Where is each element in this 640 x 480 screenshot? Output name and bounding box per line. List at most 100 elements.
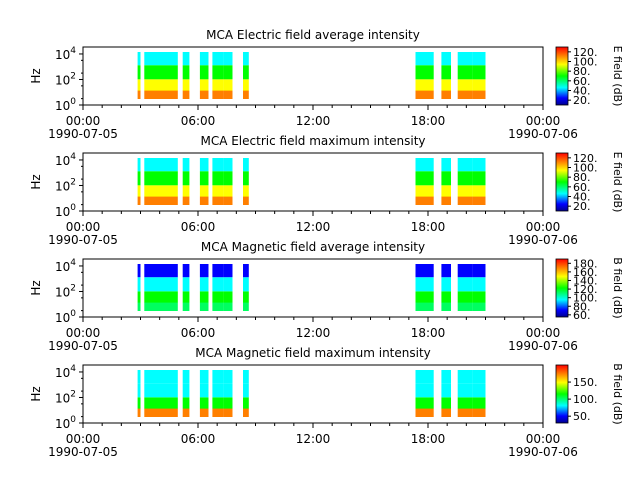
data-band bbox=[243, 171, 249, 186]
data-band bbox=[182, 397, 190, 409]
data-band bbox=[144, 277, 178, 292]
x-tick-label: 00:00 bbox=[66, 114, 101, 128]
data-block bbox=[137, 158, 141, 205]
colorbar-tick-label: 120. bbox=[573, 152, 598, 165]
data-block bbox=[137, 264, 141, 311]
colorbar-label: E field (dB) bbox=[611, 46, 624, 107]
data-band bbox=[415, 158, 434, 172]
colorbar-tick-label: 180. bbox=[573, 257, 598, 270]
y-tick-label: 102 bbox=[55, 283, 76, 299]
colorbar-tick-label: 50. bbox=[573, 410, 591, 423]
y-axis-label: Hz bbox=[29, 280, 43, 295]
data-band bbox=[472, 370, 486, 384]
data-band bbox=[457, 408, 473, 417]
data-band bbox=[199, 196, 209, 205]
data-band bbox=[182, 65, 190, 80]
data-block bbox=[223, 158, 233, 205]
data-block bbox=[243, 158, 249, 205]
data-band bbox=[199, 370, 209, 384]
panel-1: MCA Electric field average intensity 100 1… bbox=[29, 28, 624, 141]
y-tick-label: 104 bbox=[55, 258, 76, 274]
data-band bbox=[212, 158, 224, 172]
data-band bbox=[472, 383, 486, 398]
colorbar-tick-label: 120. bbox=[573, 283, 598, 296]
data-band bbox=[223, 264, 233, 278]
data-block bbox=[199, 370, 209, 417]
data-block bbox=[441, 370, 451, 417]
data-band bbox=[212, 52, 224, 66]
data-block bbox=[441, 52, 451, 99]
colorbar-tick-label: 160. bbox=[573, 266, 598, 279]
data-band bbox=[212, 171, 224, 186]
data-band bbox=[472, 79, 486, 91]
data-band bbox=[223, 90, 233, 99]
data-band bbox=[243, 383, 249, 398]
colorbar-tick-label: 120. bbox=[573, 46, 598, 59]
data-block bbox=[223, 52, 233, 99]
data-band bbox=[199, 408, 209, 417]
data-band bbox=[472, 302, 486, 311]
data-band bbox=[457, 65, 473, 80]
data-block bbox=[415, 158, 434, 205]
data-band bbox=[457, 370, 473, 384]
colorbar-tick-label: 60. bbox=[573, 181, 591, 194]
data-band bbox=[441, 90, 451, 99]
data-block bbox=[472, 158, 486, 205]
data-band bbox=[144, 65, 178, 80]
data-band bbox=[457, 302, 473, 311]
y-tick-label: 104 bbox=[55, 46, 76, 62]
data-band bbox=[182, 277, 190, 292]
y-tick-label: 104 bbox=[55, 364, 76, 380]
y-tick-label: 100 bbox=[55, 203, 76, 219]
data-band bbox=[137, 383, 141, 398]
data-band bbox=[223, 397, 233, 409]
colorbar bbox=[555, 46, 569, 106]
data-band bbox=[212, 370, 224, 384]
x-tick-date: 1990-07-06 bbox=[508, 339, 578, 353]
data-band bbox=[144, 90, 178, 99]
data-band bbox=[415, 171, 434, 186]
data-block bbox=[182, 158, 190, 205]
data-band bbox=[199, 185, 209, 197]
panel-title: MCA Electric field maximum intensity bbox=[200, 134, 425, 148]
data-block bbox=[472, 370, 486, 417]
colorbar-tick-label: 80. bbox=[573, 300, 591, 313]
data-band bbox=[243, 65, 249, 80]
data-band bbox=[415, 291, 434, 303]
x-tick-label: 18:00 bbox=[411, 432, 446, 446]
data-band bbox=[199, 397, 209, 409]
x-tick-label: 00:00 bbox=[66, 220, 101, 234]
data-band bbox=[223, 291, 233, 303]
data-band bbox=[472, 196, 486, 205]
colorbar-tick-label: 100. bbox=[573, 162, 598, 175]
spectrogram bbox=[137, 52, 486, 99]
x-tick-label: 12:00 bbox=[296, 220, 331, 234]
data-band bbox=[137, 264, 141, 278]
colorbar-tick-label: 60. bbox=[573, 75, 591, 88]
data-band bbox=[199, 264, 209, 278]
data-band bbox=[199, 65, 209, 80]
data-band bbox=[212, 264, 224, 278]
data-band bbox=[223, 383, 233, 398]
data-band bbox=[199, 79, 209, 91]
x-tick-label: 00:00 bbox=[526, 114, 561, 128]
data-band bbox=[144, 370, 178, 384]
data-band bbox=[144, 158, 178, 172]
data-band bbox=[144, 397, 178, 409]
data-band bbox=[415, 277, 434, 292]
data-block bbox=[457, 52, 473, 99]
data-band bbox=[457, 264, 473, 278]
panel-2: MCA Electric field maximum intensity 100 1… bbox=[29, 134, 624, 247]
x-tick-label: 00:00 bbox=[526, 220, 561, 234]
data-band bbox=[457, 79, 473, 91]
data-block bbox=[199, 52, 209, 99]
panel-title: MCA Magnetic field average intensity bbox=[201, 240, 425, 254]
x-tick-label: 12:00 bbox=[296, 326, 331, 340]
x-tick-date: 1990-07-06 bbox=[508, 127, 578, 141]
data-block bbox=[182, 264, 190, 311]
data-band bbox=[441, 264, 451, 278]
data-band bbox=[137, 185, 141, 197]
colorbar-label: B field (dB) bbox=[611, 363, 624, 424]
data-band bbox=[199, 90, 209, 99]
